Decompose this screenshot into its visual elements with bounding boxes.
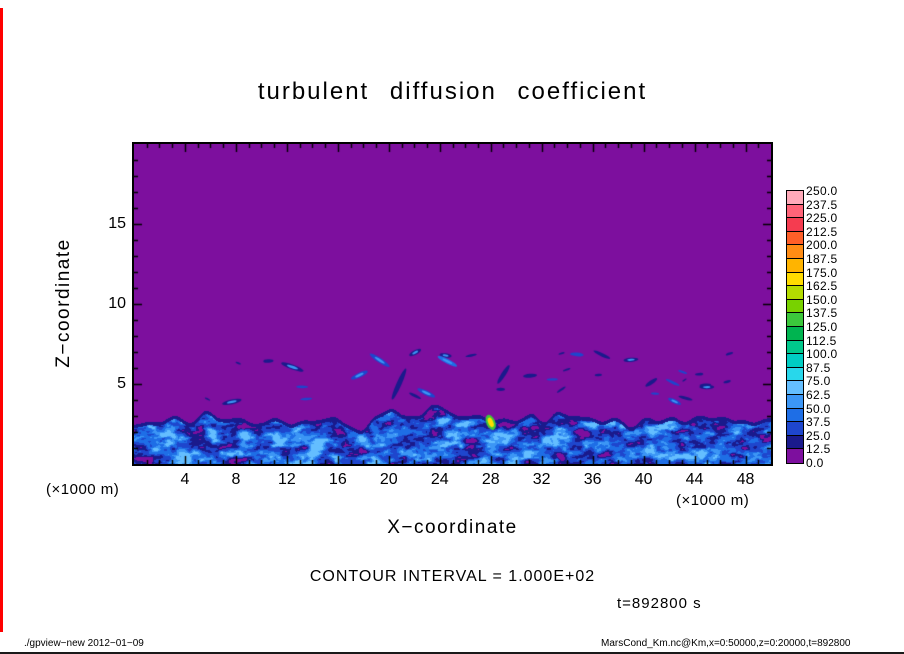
colorbar-cell (787, 299, 803, 314)
colorbar-cell (787, 435, 803, 450)
colorbar-tick-label: 37.5 (806, 415, 831, 430)
contour-interval-label: CONTOUR INTERVAL = 1.000E+02 (309, 568, 596, 585)
colorbar-cell (787, 354, 803, 368)
colorbar-tick-label: 187.5 (806, 252, 838, 266)
colorbar-tick-label: 237.5 (806, 197, 838, 212)
heatmap-canvas (134, 144, 771, 464)
y-tick-label: 15 (108, 215, 126, 232)
x-tick-label: 16 (328, 471, 347, 488)
time-label: t=892800 s (617, 595, 702, 612)
x-axis-label: X−coordinate (387, 517, 518, 538)
colorbar-tick-label: 175.0 (806, 265, 838, 280)
colorbar-tick-label: 75.0 (806, 374, 831, 389)
colorbar-cell (787, 231, 803, 246)
y-axis-label: Z−coordinate (53, 238, 74, 368)
colorbar-tick-label: 162.5 (806, 279, 838, 294)
bottom-border-line (0, 652, 904, 654)
x-tick-label: 12 (277, 471, 296, 488)
x-tick-label: 48 (736, 471, 755, 488)
x-tick-label: 8 (231, 471, 241, 488)
colorbar-tick-label: 50.0 (806, 401, 831, 416)
colorbar-cell (787, 245, 803, 259)
colorbar-tick-label: 100.0 (806, 347, 838, 362)
colorbar-cell (787, 191, 803, 205)
colorbar-tick-label: 200.0 (806, 238, 838, 253)
colorbar-cell (787, 272, 803, 287)
x-tick-label: 36 (583, 471, 602, 488)
colorbar-tick-label: 150.0 (806, 292, 838, 307)
colorbar-cell (787, 218, 803, 232)
colorbar-tick-label: 25.0 (806, 428, 831, 443)
colorbar-tick-label: 12.5 (806, 442, 831, 457)
colorbar-cell (787, 204, 803, 219)
x-tick-label: 28 (481, 471, 500, 488)
x-tick-label: 24 (430, 471, 449, 488)
colorbar-cell (787, 394, 803, 409)
x-tick-label: 32 (532, 471, 551, 488)
chart-title: turbulent diffusion coefficient (257, 78, 648, 105)
plot-area (132, 142, 773, 466)
colorbar (786, 190, 804, 464)
colorbar-tick-label: 225.0 (806, 211, 838, 226)
x-tick-label: 44 (685, 471, 704, 488)
colorbar-tick-label: 137.5 (806, 306, 838, 321)
colorbar-tick-label: 212.5 (806, 224, 838, 239)
footer-command: ./gpview−new 2012−01−09 (24, 638, 144, 649)
colorbar-tick-label: 250.0 (806, 184, 838, 198)
x-tick-label: 4 (180, 471, 190, 488)
colorbar-cell (787, 408, 803, 423)
y-tick-label: 10 (108, 295, 126, 312)
footer-datasource: MarsCond_Km.nc@Km,x=0:50000,z=0:20000,t=… (601, 638, 851, 649)
colorbar-tick-label: 87.5 (806, 360, 831, 375)
colorbar-tick-label: 125.0 (806, 320, 838, 334)
colorbar-cell (787, 326, 803, 341)
colorbar-cell (787, 381, 803, 395)
colorbar-cell (787, 313, 803, 327)
x-tick-label: 40 (634, 471, 653, 488)
x-axis-unit: (×1000 m) (676, 492, 750, 509)
colorbar-cell (787, 286, 803, 300)
colorbar-cell (787, 340, 803, 355)
colorbar-tick-label: 0.0 (806, 456, 824, 470)
colorbar-cell (787, 449, 803, 463)
y-axis-unit: (×1000 m) (46, 481, 120, 498)
colorbar-tick-label: 62.5 (806, 388, 831, 402)
y-tick-label: 5 (117, 375, 126, 392)
x-tick-label: 20 (379, 471, 398, 488)
colorbar-cell (787, 258, 803, 273)
colorbar-cell (787, 422, 803, 436)
left-border-line (0, 8, 3, 632)
colorbar-cell (787, 367, 803, 382)
colorbar-tick-label: 112.5 (806, 333, 837, 348)
